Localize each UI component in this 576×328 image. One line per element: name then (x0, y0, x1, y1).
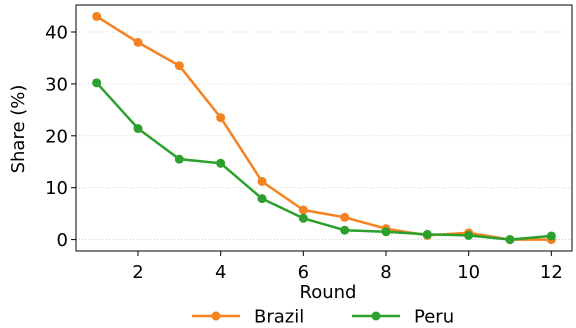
series-layer (92, 11, 556, 245)
plot-area-frame (75, 4, 573, 252)
y-axis-ticks: 0 10 20 30 40 (45, 22, 76, 251)
x-tick-label: 8 (380, 262, 391, 283)
data-point-peru (298, 213, 308, 223)
legend-marker-peru (371, 311, 381, 321)
data-point-peru (216, 158, 226, 168)
y-tick-label: 20 (45, 126, 68, 147)
y-tick-label: 40 (45, 22, 68, 43)
data-point-peru (174, 154, 184, 164)
data-point-brazil (92, 11, 102, 21)
x-tick-label: 4 (215, 262, 226, 283)
data-point-brazil (174, 61, 184, 71)
x-tick-label: 12 (540, 262, 563, 283)
data-point-brazil (257, 176, 267, 186)
data-point-peru (422, 229, 432, 239)
y-tick-label: 30 (45, 74, 68, 95)
data-point-peru (464, 230, 474, 240)
x-axis-ticks: 2 4 6 8 10 12 (132, 251, 563, 283)
y-tick-label: 10 (45, 178, 68, 199)
y-tick-label: 0 (57, 230, 68, 251)
data-point-peru (340, 225, 350, 235)
data-point-peru (92, 78, 102, 88)
series-brazil (92, 11, 556, 245)
legend-label-peru: Peru (414, 307, 454, 328)
series-peru (92, 78, 556, 245)
grid-lines (76, 31, 572, 240)
legend-item-brazil: Brazil (192, 307, 304, 328)
x-tick-label: 6 (298, 262, 309, 283)
legend: Brazil Peru (192, 307, 454, 328)
x-axis-label: Round (300, 282, 357, 303)
series-line-peru (95, 81, 552, 241)
legend-item-peru: Peru (352, 307, 454, 328)
data-point-peru (505, 235, 515, 245)
data-point-brazil (298, 205, 308, 215)
legend-marker-brazil (211, 311, 221, 321)
x-tick-label: 2 (132, 262, 143, 283)
data-point-peru (381, 227, 391, 237)
data-point-peru (257, 194, 267, 204)
data-point-peru (546, 231, 556, 241)
data-point-peru (133, 124, 143, 134)
x-tick-label: 10 (457, 262, 480, 283)
data-point-brazil (216, 113, 226, 123)
data-point-brazil (340, 212, 350, 222)
data-point-brazil (133, 37, 143, 47)
legend-label-brazil: Brazil (254, 307, 304, 328)
series-line-brazil (96, 15, 552, 241)
y-axis-label: Share (%) (8, 85, 29, 174)
